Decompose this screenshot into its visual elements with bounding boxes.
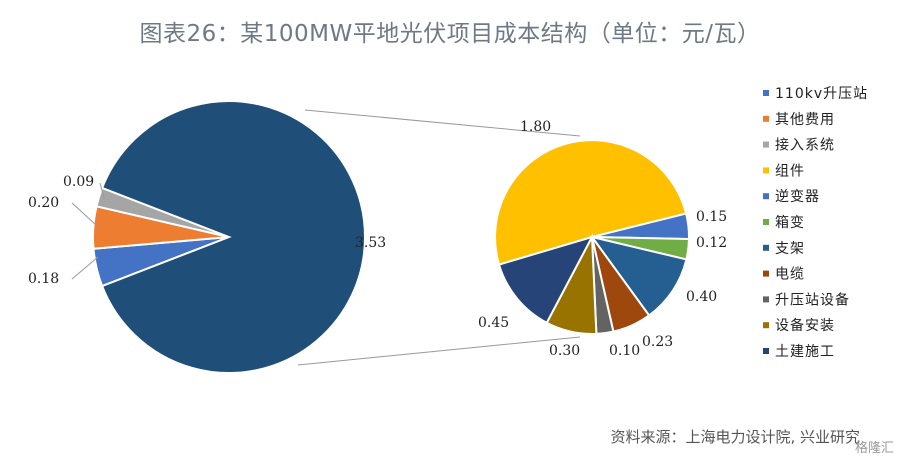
secondary-data-label: 0.23 [642,334,673,350]
legend-item-label: 其他费用 [775,112,835,128]
secondary-data-label: 0.12 [696,235,727,251]
leader-line [71,202,97,226]
source-note: 资料来源：上海电力设计院, 兴业研究 [610,428,860,446]
data-labels: 0.18 0.200.09 3.53 1.80 0.15 0.12 0.40 0.230.10… [28,119,727,359]
main-pie [92,100,366,374]
connector-lines [297,109,581,366]
legend-item-label: 升压站设备 [775,291,850,308]
secondary-pie-slice [494,139,688,266]
legend-item-label: 逆变器 [775,189,820,205]
secondary-pie [494,139,691,335]
legend-item-label: 组件 [775,163,805,179]
secondary-data-label: 0.10 [609,343,640,359]
secondary-data-label: 0.30 [549,343,580,359]
connector-line-bottom [297,336,581,366]
legend-swatch [763,348,769,354]
legend-item-label: 设备安装 [775,317,835,334]
legend-swatch [763,270,769,277]
main-data-label: 0.18 [28,271,59,287]
watermark: 格隆汇 [854,441,894,456]
main-data-label: 0.20 [28,195,59,211]
legend-item-label: 110kv升压站 [775,86,868,102]
main-data-label: 3.53 [355,235,386,251]
secondary-pie-slice [497,235,594,325]
secondary-data-label: 0.40 [686,289,717,305]
legend-swatch [763,167,769,174]
legend-swatch [763,296,769,303]
secondary-data-label: 1.80 [520,119,551,135]
legend-swatch [763,90,769,96]
secondary-data-label: 0.45 [478,315,509,331]
secondary-data-label: 0.15 [696,209,727,225]
main-data-label: 0.09 [63,174,94,190]
connector-line-top [304,109,581,137]
leader-line [71,256,99,280]
legend-item-label: 接入系统 [775,137,835,154]
main-pie-slice [100,100,366,374]
legend-item-label: 土建施工 [775,344,835,360]
secondary-pie-slice [589,235,688,317]
legend-item-label: 电缆 [775,267,805,283]
legend-swatch [763,115,769,122]
legend-item-label: 箱变 [775,215,805,231]
legend-swatch [763,141,769,148]
legend-swatch [763,322,769,329]
legend-item-label: 支架 [775,241,805,257]
chart-title: 图表26：某100MW平地光伏项目成本结构（单位：元/瓦） [139,21,761,47]
legend-swatch [763,193,769,200]
legend-swatch [763,244,769,251]
leader-line [99,182,105,199]
legend-swatch [763,219,769,225]
